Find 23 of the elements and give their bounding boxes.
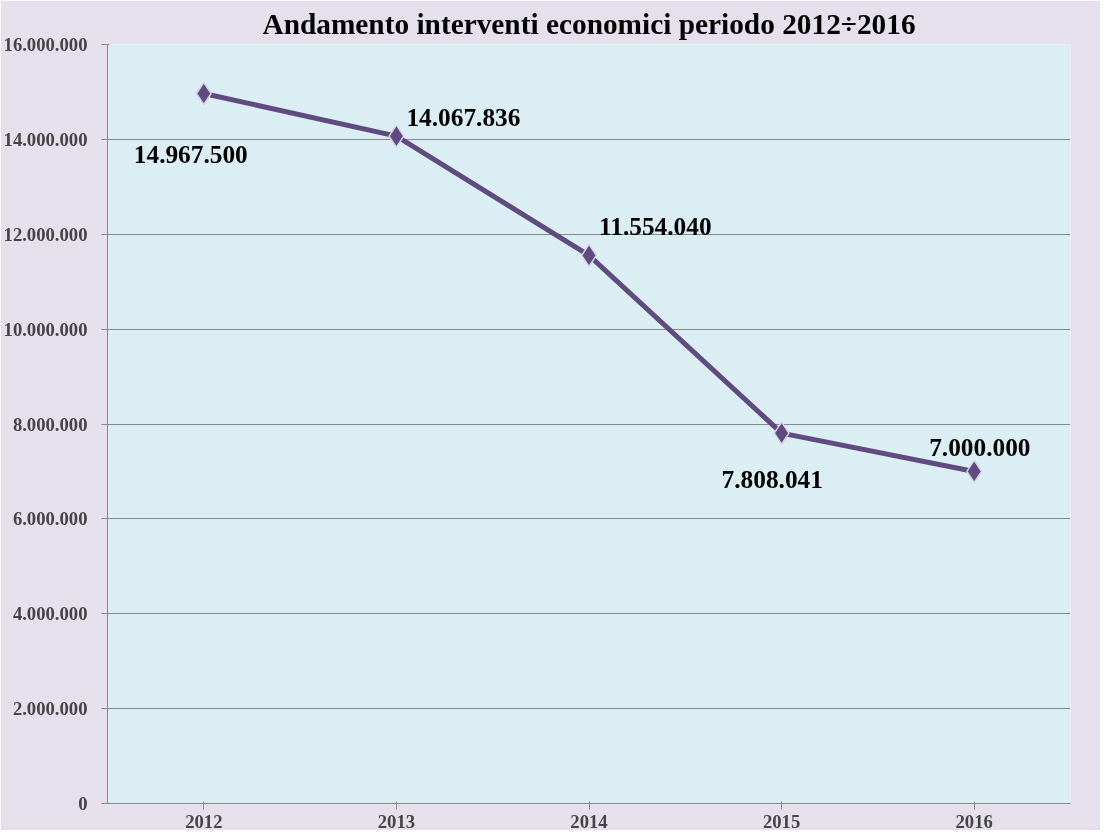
x-tick-label: 2014 xyxy=(570,810,608,832)
x-tick-label: 2013 xyxy=(377,810,416,832)
y-tick-label: 4.000.000 xyxy=(12,603,88,625)
y-tick-label: 0 xyxy=(78,793,88,814)
data-label: 7.000.000 xyxy=(929,433,1031,462)
data-label: 14.967.500 xyxy=(133,140,248,169)
point xyxy=(388,124,405,148)
x-tick-label: 2015 xyxy=(762,810,801,832)
y-tick-label: 6.000.000 xyxy=(12,508,88,530)
x-tick-label: 2016 xyxy=(955,810,993,832)
y-tick-label: 8.000.000 xyxy=(12,413,88,435)
data-label: 7.808.041 xyxy=(721,465,823,494)
y-tick-label: 14.000.000 xyxy=(3,128,88,150)
y-tick-label: 16.000.000 xyxy=(3,34,88,55)
y-tick-label: 2.000.000 xyxy=(12,698,88,720)
chart-title: Andamento interventi economici periodo 2012÷2016 xyxy=(262,7,916,40)
y-tick-label: 10.000.000 xyxy=(3,318,88,340)
data-label: 14.067.836 xyxy=(406,103,521,132)
data-label: 11.554.040 xyxy=(599,212,712,241)
x-tick-label: 2012 xyxy=(185,810,223,832)
y-tick-label: 12.000.000 xyxy=(3,223,88,245)
point xyxy=(580,243,598,268)
point xyxy=(773,421,790,445)
